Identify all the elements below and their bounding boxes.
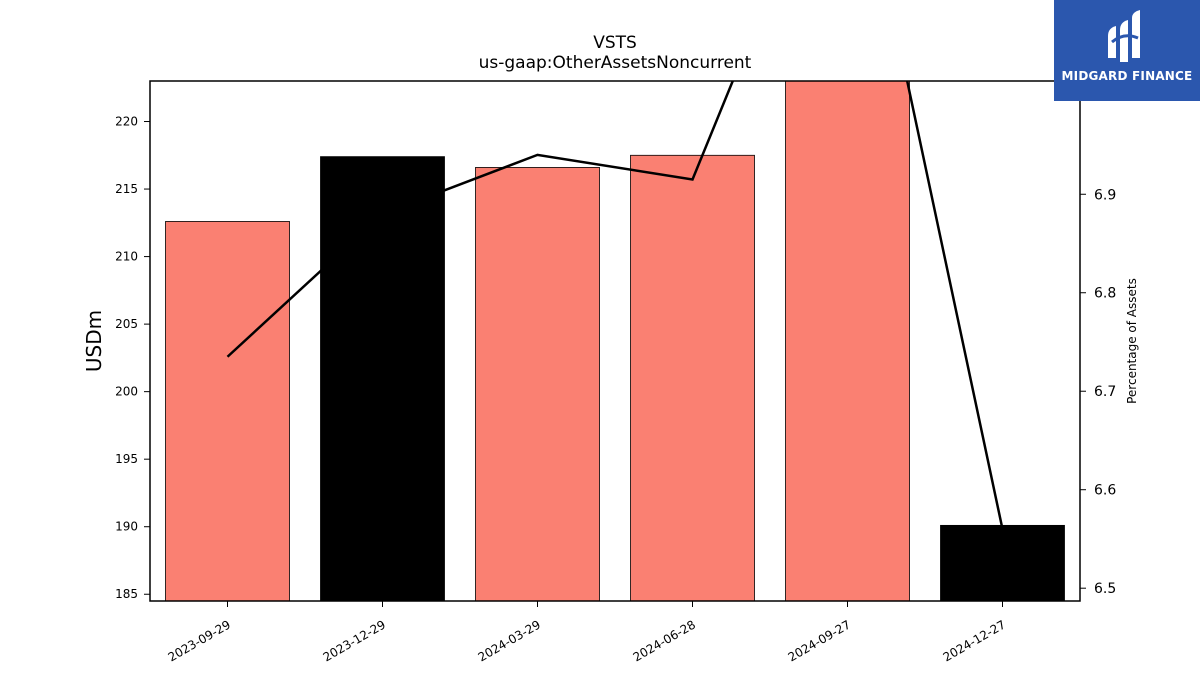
midgard-finance-logo: MIDGARD FINANCE [1054, 0, 1200, 101]
line-layer [226, 81, 1004, 530]
x-tick-label: 2023-09-29 [166, 617, 233, 664]
bar-2023-09-29 [165, 221, 290, 601]
logo-mark-icon [1108, 10, 1140, 62]
y-right-tick-label: 6.6 [1094, 483, 1116, 499]
percentage-line [226, 81, 1004, 530]
y-tick-label: 185 [115, 587, 138, 601]
y-right-tick-label: 6.5 [1094, 581, 1116, 597]
y-tick-label: 205 [115, 317, 138, 331]
y-right-tick-label: 6.7 [1094, 384, 1116, 400]
y-tick-label: 215 [115, 182, 138, 196]
y-axis-label: USDm [82, 310, 106, 372]
y-tick-label: 220 [115, 115, 138, 129]
chart-title: VSTS [593, 33, 637, 53]
bar-2024-03-29 [475, 167, 600, 601]
x-axis: 2023-09-29 2023-12-29 2024-03-29 2024-06-28… [166, 601, 1008, 664]
x-tick-label: 2024-06-28 [631, 617, 698, 664]
y-axis-right: 6.5 6.6 6.7 6.8 6.9 [1080, 187, 1116, 597]
bar-2024-09-27 [785, 81, 910, 601]
y-axis-left: 185 190 195 200 205 210 215 220 [115, 115, 150, 601]
plot-frame [149, 80, 1081, 602]
y-tick-label: 190 [115, 520, 138, 534]
y-right-tick-label: 6.8 [1094, 286, 1116, 302]
y-tick-label: 195 [115, 452, 138, 466]
x-tick-label: 2024-12-27 [941, 617, 1008, 664]
y-tick-label: 210 [115, 250, 138, 264]
bar-2023-12-29 [320, 156, 445, 601]
x-tick-label: 2024-03-29 [476, 617, 543, 664]
chart-subtitle: us-gaap:OtherAssetsNoncurrent [479, 53, 752, 73]
x-tick-label: 2023-12-29 [321, 617, 388, 664]
y-axis-label-right: Percentage of Assets [1125, 278, 1139, 404]
y-tick-label: 200 [115, 385, 138, 399]
y-right-tick-label: 6.9 [1094, 187, 1116, 203]
x-tick-label: 2024-09-27 [786, 617, 853, 664]
bars-layer [165, 81, 1065, 601]
bar-2024-06-28 [630, 154, 755, 601]
logo-text: MIDGARD FINANCE [1061, 69, 1193, 83]
bar-2024-12-27 [940, 524, 1065, 601]
